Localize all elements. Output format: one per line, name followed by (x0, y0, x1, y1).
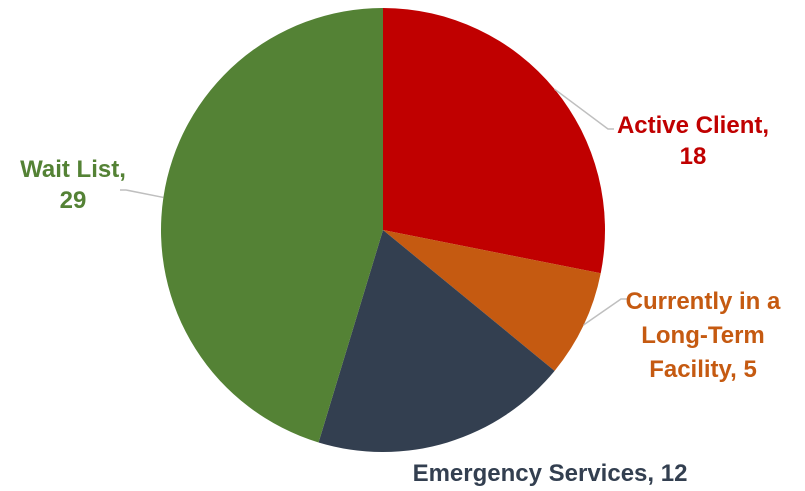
pie-slice-wait-list (160, 8, 383, 443)
data-label-wait-list: Wait List, 29 (20, 156, 126, 214)
data-label-line: Facility, 5 (649, 356, 757, 383)
data-label-line: Active Client, (617, 112, 769, 139)
data-label-currently-in-a-long-term-facility: Currently in a Long-Term Facility, 5 (626, 288, 781, 383)
data-label-line: Long-Term (641, 322, 765, 349)
data-label-line: Emergency Services, 12 (413, 460, 688, 487)
leader-line-wait-list (120, 189, 164, 199)
data-label-line: 29 (60, 187, 87, 214)
pie-slices (160, 8, 605, 452)
leader-lines (120, 88, 627, 326)
data-label-active-client: Active Client, 18 (617, 112, 769, 170)
data-labels: Active Client, 18 Currently in a Long-Term F… (20, 112, 781, 487)
leader-line-active-client (554, 88, 614, 130)
leader-line-currently-in-a-long-term-facility (583, 298, 627, 326)
pie-slice-currently-in-a-long-term-facility (383, 230, 601, 371)
data-label-line: 18 (680, 143, 707, 170)
pie-slice-emergency-services (318, 230, 555, 452)
data-label-line: Wait List, (20, 156, 126, 183)
data-label-emergency-services: Emergency Services, 12 (413, 460, 688, 487)
data-label-line: Currently in a (626, 288, 781, 315)
pie-slice-active-client (383, 8, 605, 274)
